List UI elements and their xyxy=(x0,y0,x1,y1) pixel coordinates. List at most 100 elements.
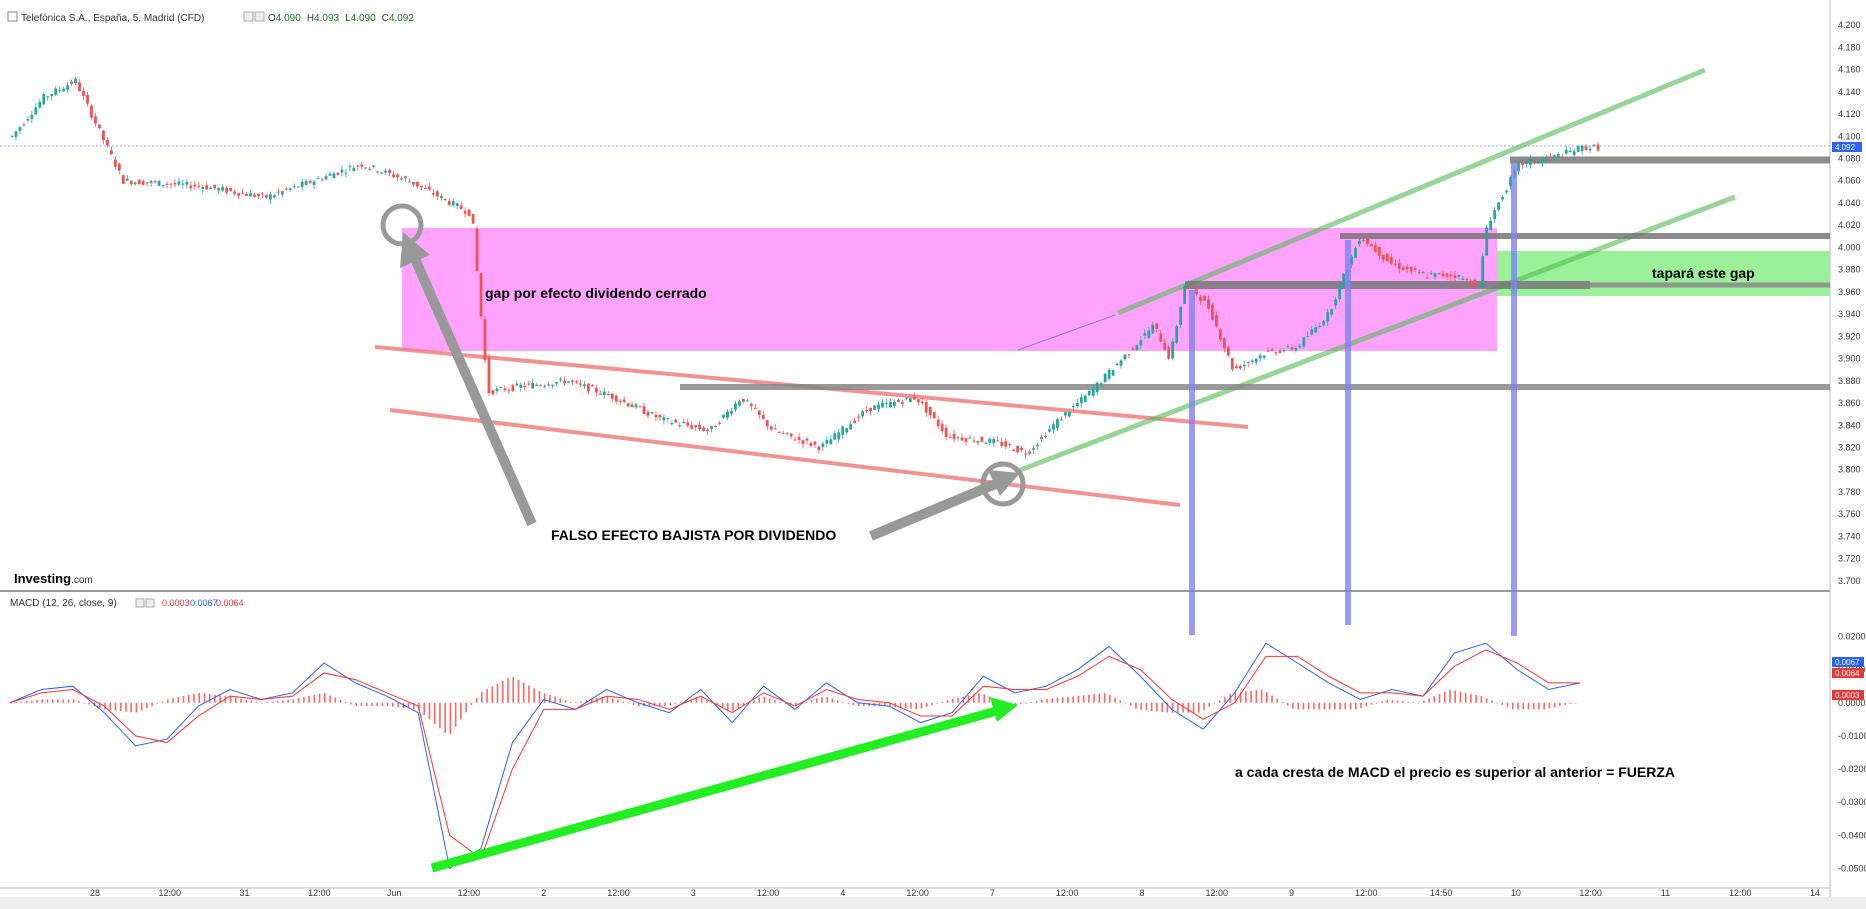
macd-visibility-icon[interactable] xyxy=(135,598,145,608)
candle-body xyxy=(964,438,968,442)
candle-body xyxy=(710,426,713,429)
last-price-badge xyxy=(1832,142,1862,152)
candle-body xyxy=(1556,154,1560,158)
candle-body xyxy=(678,425,682,427)
macd-histogram-bar xyxy=(941,701,944,703)
status-bar xyxy=(0,897,1866,909)
candle-body xyxy=(249,193,252,197)
candle-body xyxy=(185,181,189,185)
macd-histogram-bar xyxy=(936,702,938,704)
candle-body xyxy=(1421,271,1425,274)
candle-body xyxy=(579,383,582,385)
candle-body xyxy=(777,432,781,434)
macd-histogram-bar xyxy=(863,702,865,707)
candle-body xyxy=(694,425,698,428)
candle-body xyxy=(1032,448,1035,450)
green-channel-upper-extension xyxy=(1017,314,1116,351)
candle-body xyxy=(1433,273,1437,278)
candle-body xyxy=(571,380,574,382)
candle-body xyxy=(1529,159,1532,165)
price-axis[interactable]: 4.200 4.180 4.160 4.140 4.120 4.100 4.080 4.060… xyxy=(1838,20,1861,586)
candle-body xyxy=(1230,358,1234,370)
macd-histogram-bar xyxy=(308,695,310,703)
candle-body xyxy=(785,432,789,434)
macd-tick-label: -0.0300 xyxy=(1838,797,1866,807)
candle-body xyxy=(46,96,50,98)
price-tick-label: 3.860 xyxy=(1838,398,1861,408)
price-tick-label: 4.140 xyxy=(1838,87,1861,97)
candle-body xyxy=(1175,326,1179,343)
candle-body xyxy=(181,183,185,185)
macd-histogram-bar xyxy=(203,693,206,703)
candle-body xyxy=(1425,277,1429,279)
candle-body xyxy=(813,441,817,445)
candle-body xyxy=(1016,445,1020,453)
candle-body xyxy=(1020,447,1024,451)
candle-body xyxy=(1075,403,1079,406)
candle-body xyxy=(582,384,586,387)
grey-arrow-up xyxy=(400,232,537,527)
macd-histogram-bar xyxy=(36,700,38,703)
candle-body xyxy=(706,429,710,431)
macd-histogram-bar xyxy=(104,702,106,710)
settings-icon[interactable] xyxy=(254,11,265,22)
macd-histogram-bar xyxy=(1443,691,1446,703)
macd-histogram-bar xyxy=(1218,700,1221,703)
green-channel-upper xyxy=(1117,67,1706,316)
macd-histogram-bar xyxy=(1035,700,1038,703)
macd-settings-icon[interactable] xyxy=(145,598,155,608)
candle-body xyxy=(976,440,980,443)
candle-body xyxy=(1445,273,1449,277)
candle-body xyxy=(1437,273,1441,275)
candle-body xyxy=(348,166,352,168)
candle-body xyxy=(217,188,221,191)
candle-body xyxy=(932,412,936,419)
candle-body xyxy=(1318,325,1322,328)
falso-annotation: FALSO EFECTO BAJISTA POR DIVIDENDO xyxy=(551,527,836,543)
candle-body xyxy=(1083,395,1087,403)
candle-body xyxy=(320,179,324,181)
macd-histogram-bar xyxy=(883,702,886,707)
macd-histogram-bar xyxy=(1522,702,1525,710)
candle-body xyxy=(900,402,904,404)
time-tick-label: 12:00 xyxy=(1056,888,1079,898)
candle-body xyxy=(940,423,944,432)
candle-body xyxy=(1536,161,1540,164)
candle-body xyxy=(952,433,956,440)
candle-body xyxy=(1397,263,1401,269)
symbol-header[interactable]: Telefónica S.A., España, 5, Madrid (CFD)… xyxy=(7,11,414,24)
macd-line xyxy=(9,642,1581,870)
candle-body xyxy=(1453,275,1457,278)
candle-body xyxy=(10,135,14,137)
candle-body xyxy=(849,424,853,430)
time-axis[interactable]: 28 12:00 31 12:00 Jun 12:00 2 12:00 3 12:00 4 12:00… xyxy=(90,888,1820,898)
candle-body xyxy=(1533,160,1536,163)
candle-body xyxy=(960,437,964,441)
macd-histogram-bar xyxy=(1208,702,1211,707)
visibility-icon[interactable] xyxy=(243,11,254,22)
price-tick-label: 4.060 xyxy=(1838,176,1861,186)
candle-body xyxy=(66,85,70,90)
candle-body xyxy=(1385,253,1389,262)
candle-body xyxy=(404,176,407,179)
candle-body xyxy=(1294,347,1298,351)
candle-body xyxy=(1592,144,1596,146)
candle-body xyxy=(916,399,920,403)
macd-histogram-bar xyxy=(685,700,687,703)
macd-legend[interactable]: MACD (12, 26, close, 9) 0.0003 0.0067 0.… xyxy=(10,598,244,609)
macd-histogram-bar xyxy=(842,701,844,703)
collapse-icon[interactable] xyxy=(7,11,18,22)
candle-body xyxy=(908,398,912,403)
macd-histogram-bar xyxy=(460,702,462,720)
candle-body xyxy=(1024,453,1028,455)
macd-histogram-bar xyxy=(1564,702,1566,705)
candle-body xyxy=(201,187,205,190)
price-tick-label: 3.740 xyxy=(1838,531,1861,541)
macd-histogram-bar xyxy=(30,700,33,703)
candle-body xyxy=(420,185,423,188)
macd-histogram-bar xyxy=(528,685,530,703)
macd-histogram-bar xyxy=(1082,695,1085,703)
macd-histogram-bar xyxy=(1496,702,1498,704)
candle-body xyxy=(1067,412,1071,417)
